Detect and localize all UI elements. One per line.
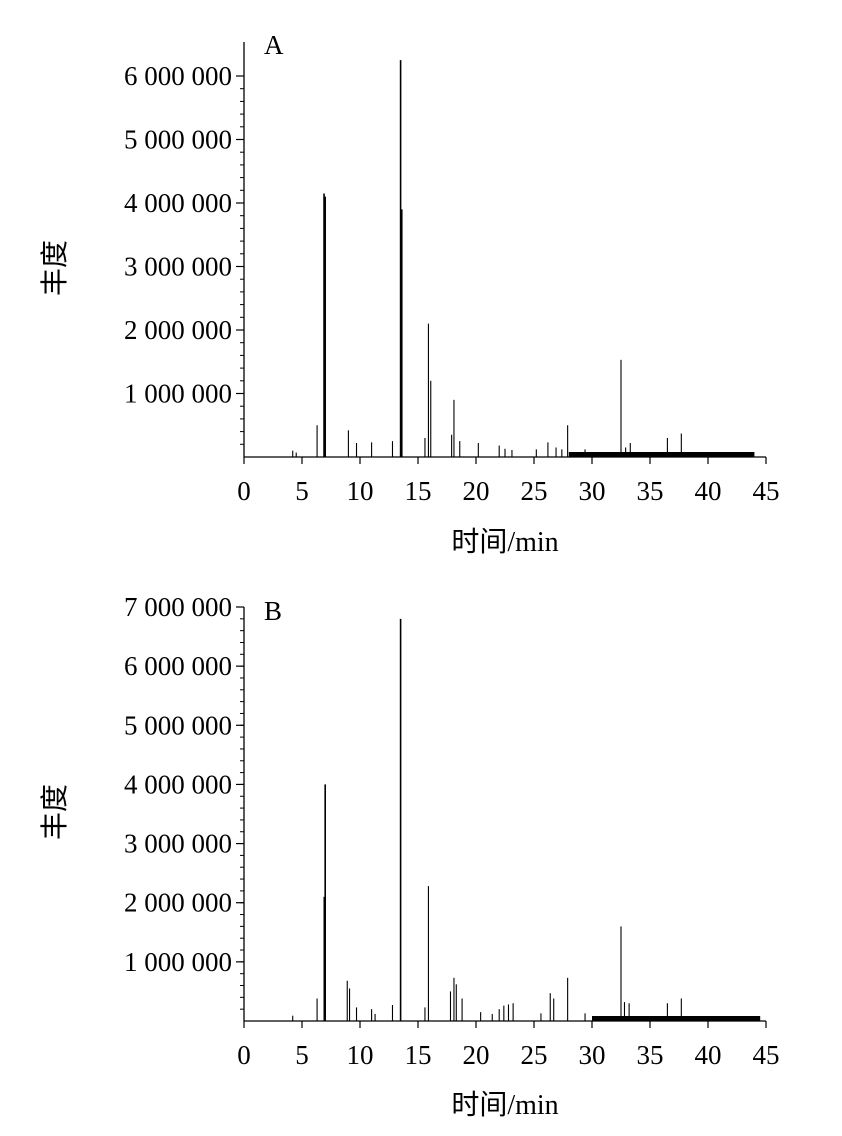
y-tick-label: 5 000 000: [124, 710, 232, 740]
x-tick-label: 20: [463, 476, 490, 506]
y-tick-label: 1 000 000: [124, 379, 232, 409]
x-tick-label: 35: [637, 1040, 664, 1070]
baseline-band: [592, 1016, 761, 1021]
x-tick-label: 35: [637, 476, 664, 506]
y-tick-label: 4 000 000: [124, 769, 232, 799]
y-tick-label: 6 000 000: [124, 651, 232, 681]
y-tick-label: 2 000 000: [124, 888, 232, 918]
x-tick-label: 45: [753, 1040, 780, 1070]
x-tick-label: 40: [695, 1040, 722, 1070]
x-tick-label: 45: [753, 476, 780, 506]
x-axis-title: 时间/min: [451, 1089, 558, 1121]
y-tick-label: 6 000 000: [124, 61, 232, 91]
baseline-band: [568, 452, 755, 457]
x-tick-label: 10: [347, 1040, 374, 1070]
y-tick-label: 5 000 000: [124, 125, 232, 155]
y-axis-title: 丰度: [39, 784, 71, 840]
chromatogram-panel-a: 1 000 000 2 000 000 3 000 000 4 000 000 5 00…: [39, 30, 780, 558]
y-tick-label: 2 000 000: [124, 315, 232, 345]
x-tick-label: 20: [463, 1040, 490, 1070]
x-tick-label: 5: [295, 1040, 309, 1070]
chromatogram-panel-b: 1 000 000 2 000 000 3 000 000 4 000 000 5 00…: [39, 592, 780, 1121]
y-tick-label: 4 000 000: [124, 188, 232, 218]
x-tick-label: 5: [295, 476, 309, 506]
x-tick-label: 0: [237, 476, 251, 506]
x-tick-label: 10: [347, 476, 374, 506]
x-axis-title: 时间/min: [451, 526, 558, 558]
y-tick-label: 3 000 000: [124, 829, 232, 859]
x-tick-label: 25: [521, 1040, 548, 1070]
x-tick-label: 25: [521, 476, 548, 506]
x-tick-label: 0: [237, 1040, 251, 1070]
y-tick-label: 1 000 000: [124, 947, 232, 977]
y-tick-label: 7 000 000: [124, 592, 232, 622]
panel-label: A: [264, 30, 284, 60]
x-tick-label: 30: [579, 476, 606, 506]
y-tick-label: 3 000 000: [124, 252, 232, 282]
x-tick-label: 30: [579, 1040, 606, 1070]
x-tick-label: 15: [405, 1040, 432, 1070]
panel-label: B: [264, 596, 282, 626]
y-axis-title: 丰度: [39, 240, 71, 296]
x-tick-label: 15: [405, 476, 432, 506]
x-tick-label: 40: [695, 476, 722, 506]
